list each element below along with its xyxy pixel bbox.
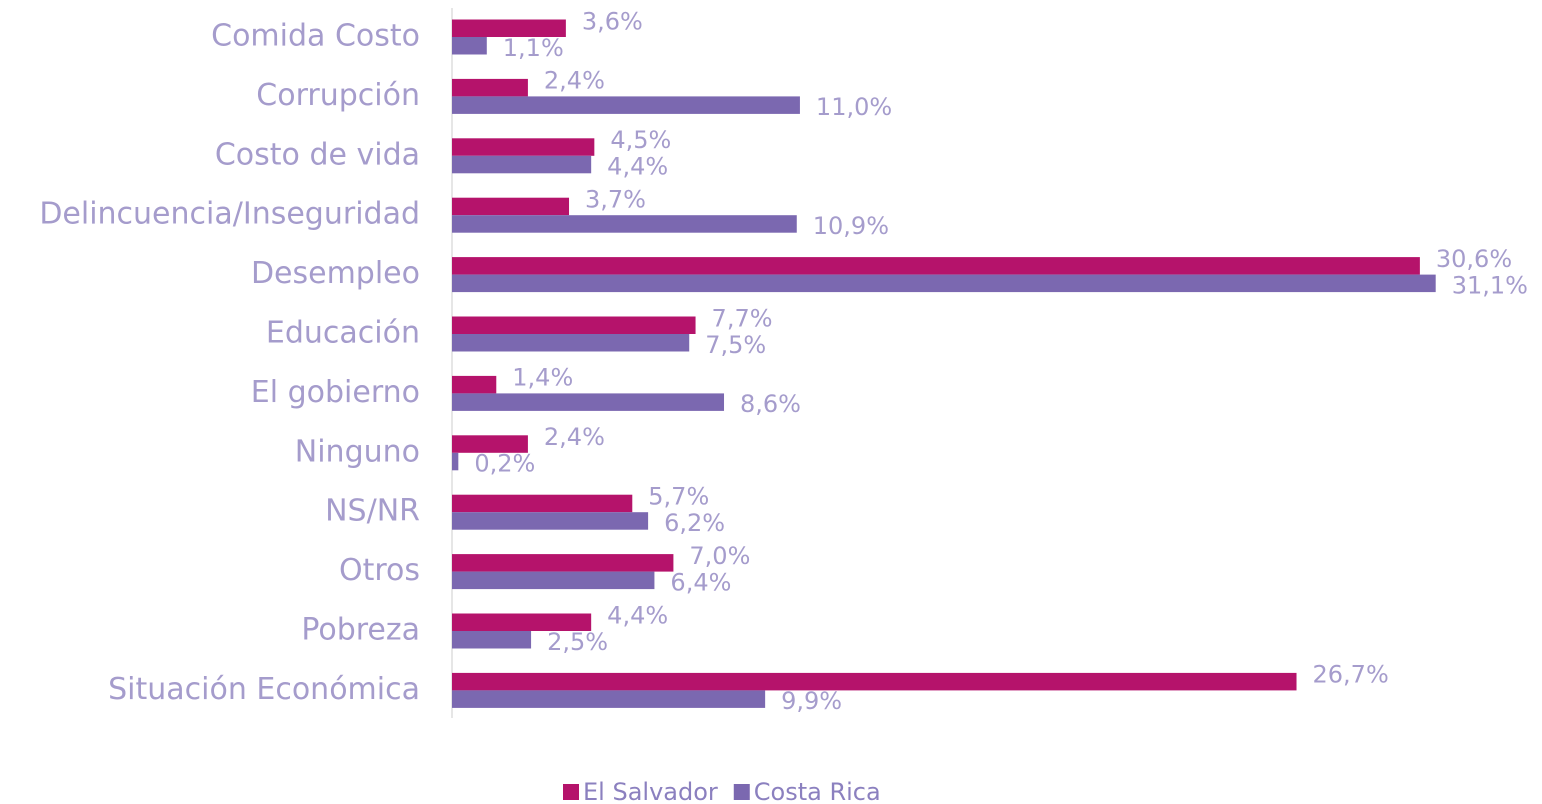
bar	[452, 334, 690, 352]
data-label: 2,5%	[547, 628, 608, 656]
data-label: 7,0%	[689, 542, 750, 570]
category-label: Pobreza	[301, 613, 420, 648]
data-label: 4,4%	[607, 153, 668, 181]
bar	[452, 19, 566, 37]
category-label: Comida Costo	[211, 19, 420, 54]
bar	[452, 690, 766, 708]
legend-label: Costa Rica	[754, 778, 881, 804]
data-label: 0,2%	[474, 450, 535, 478]
bar	[452, 155, 592, 174]
legend-swatch	[733, 784, 750, 800]
bar	[452, 393, 725, 411]
bar	[452, 512, 649, 530]
bar	[452, 197, 570, 216]
bar	[452, 274, 1436, 293]
data-label: 1,4%	[512, 364, 573, 392]
data-label: 10,9%	[813, 212, 889, 240]
category-label: Desempleo	[251, 256, 420, 291]
data-label: 7,5%	[705, 331, 766, 359]
data-label: 4,4%	[607, 601, 668, 629]
bar	[452, 215, 797, 233]
category-label: Situación Económica	[108, 672, 420, 707]
bar	[452, 316, 696, 334]
data-label: 6,4%	[670, 568, 731, 596]
category-label: NS/NR	[325, 494, 420, 529]
data-label: 2,4%	[544, 67, 605, 95]
legend-swatch	[563, 784, 579, 800]
bar	[452, 613, 592, 631]
bar	[452, 571, 655, 590]
bar	[452, 631, 532, 649]
bar	[452, 494, 633, 513]
data-label: 2,4%	[544, 423, 605, 451]
category-label: El gobierno	[251, 375, 420, 410]
data-label: 30,6%	[1436, 245, 1512, 273]
category-label: Corrupción	[256, 78, 420, 113]
bar	[452, 78, 528, 97]
bar	[452, 672, 1297, 691]
category-label: Costo de vida	[215, 137, 420, 172]
data-label: 11,0%	[816, 93, 892, 121]
bar	[452, 452, 459, 471]
category-label: Delincuencia/Inseguridad	[39, 197, 420, 232]
data-label: 5,7%	[648, 482, 709, 510]
data-label: 7,7%	[712, 304, 773, 332]
category-label: Educación	[266, 316, 420, 351]
data-label: 8,6%	[740, 390, 801, 418]
data-label: 4,5%	[610, 126, 671, 154]
data-label: 6,2%	[664, 509, 725, 537]
data-label: 26,7%	[1313, 661, 1389, 689]
bar	[452, 37, 487, 55]
bar	[452, 375, 497, 394]
data-label: 1,1%	[503, 34, 564, 62]
category-label: Otros	[339, 553, 420, 588]
category-label: Ninguno	[295, 434, 420, 469]
bar	[452, 435, 528, 453]
data-label: 3,6%	[582, 7, 643, 35]
data-label: 3,7%	[585, 185, 646, 213]
bar	[452, 138, 595, 156]
legend-label: El Salvador	[583, 778, 718, 804]
data-label: 9,9%	[781, 687, 842, 715]
bar	[452, 96, 800, 114]
data-label: 31,1%	[1452, 271, 1528, 299]
bar	[452, 257, 1420, 275]
bar	[452, 554, 674, 572]
